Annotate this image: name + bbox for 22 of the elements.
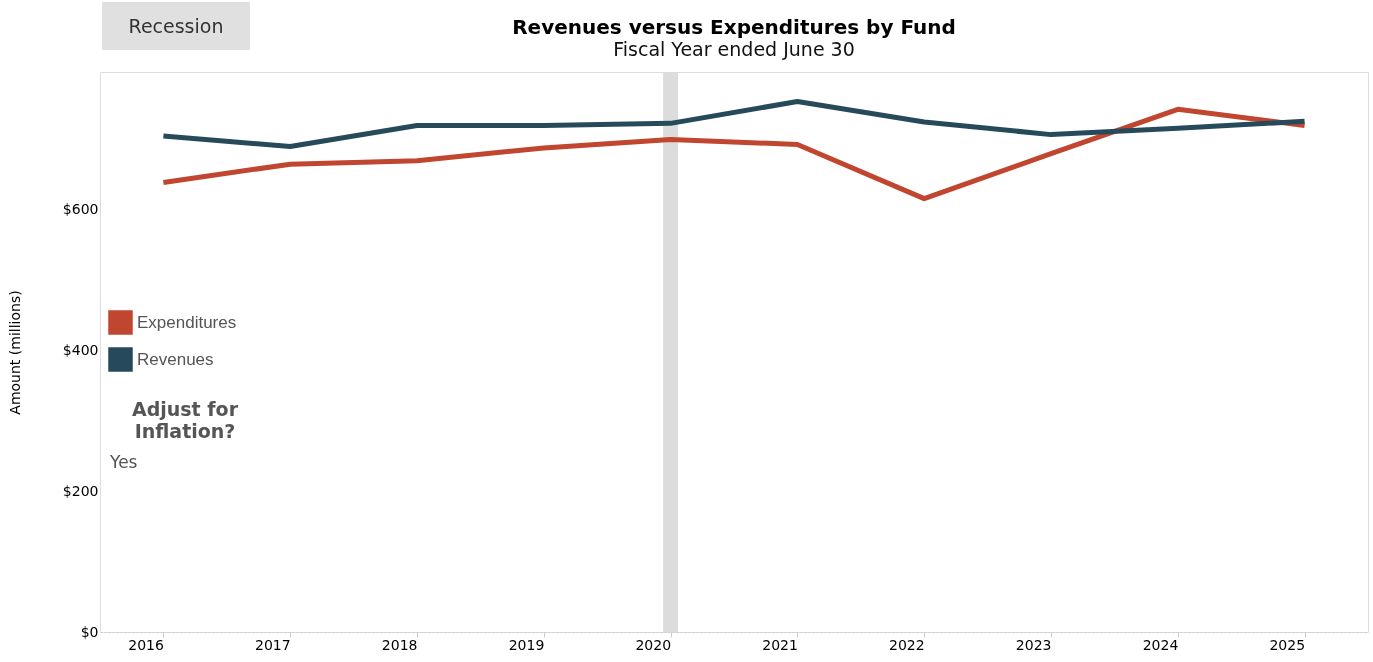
y-axis-title: Amount (millions) <box>6 290 23 415</box>
legend-label: Revenues <box>137 349 214 369</box>
x-tick-label: 2016 <box>128 636 164 653</box>
annotation: Adjust for Inflation? <box>130 398 239 442</box>
x-tick-label: 2025 <box>1269 636 1306 653</box>
chart-title: Revenues versus Expenditures by Fund <box>512 15 956 39</box>
annotation: Yes <box>110 452 138 472</box>
chart-subtitle: Fiscal Year ended June 30 <box>613 38 855 60</box>
y-tick-label: $400 <box>62 342 99 359</box>
x-tick-label: 2024 <box>1142 636 1179 653</box>
x-tick-label: 2023 <box>1015 636 1052 653</box>
y-tick-label: $0 <box>80 623 99 640</box>
x-tick-label: 2019 <box>508 636 545 653</box>
x-tick-label: 2017 <box>255 636 291 653</box>
legend-label: Expenditures <box>137 312 237 332</box>
y-tick-label: $600 <box>62 201 99 218</box>
x-tick-label: 2018 <box>381 636 418 653</box>
y-tick-label: $200 <box>62 482 99 499</box>
x-tick-label: 2021 <box>762 636 798 653</box>
x-tick-label: 2020 <box>635 636 672 653</box>
x-tick-label: 2022 <box>889 636 925 653</box>
recession-button[interactable]: Recession <box>102 2 250 50</box>
